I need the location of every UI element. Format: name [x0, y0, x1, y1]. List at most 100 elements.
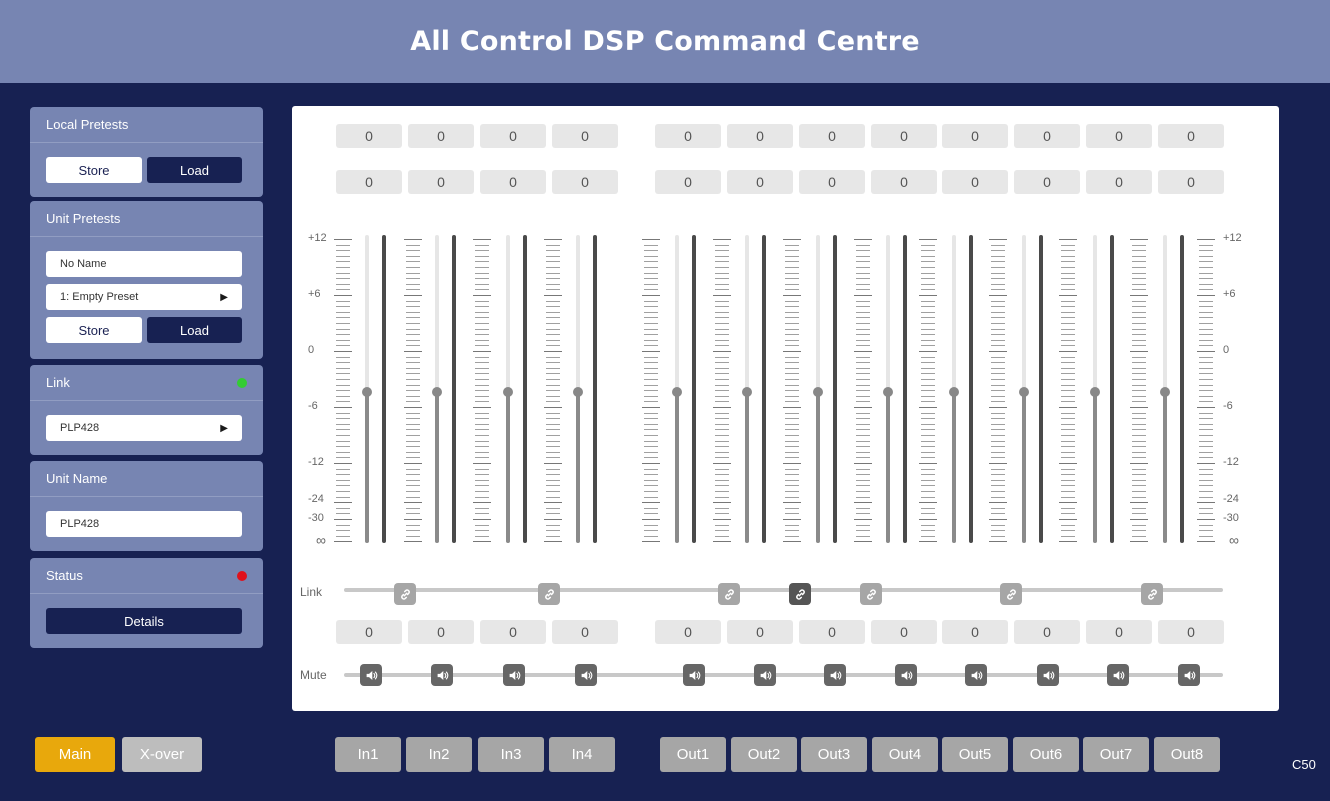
bottom-row-value[interactable]: 0: [1086, 620, 1152, 644]
bottom-row-value[interactable]: 0: [1014, 620, 1080, 644]
scale-tick: [785, 317, 799, 318]
top-row-2-value[interactable]: 0: [1014, 170, 1080, 194]
top-row-1-value[interactable]: 0: [942, 124, 1008, 148]
scale-tick: [991, 273, 1005, 274]
link-button[interactable]: [1141, 583, 1163, 605]
tab-output-4[interactable]: Out4: [872, 737, 938, 772]
tab-output-6[interactable]: Out6: [1013, 737, 1079, 772]
local-store-button[interactable]: Store: [46, 157, 142, 183]
tab-main[interactable]: Main: [35, 737, 115, 772]
mute-button[interactable]: [575, 664, 597, 686]
fader-handle[interactable]: [672, 387, 682, 397]
bottom-row-value[interactable]: 0: [942, 620, 1008, 644]
mute-button[interactable]: [431, 664, 453, 686]
mute-button[interactable]: [360, 664, 382, 686]
bottom-row-value[interactable]: 0: [871, 620, 937, 644]
link-button[interactable]: [1000, 583, 1022, 605]
scale-tick: [1199, 390, 1213, 391]
details-button[interactable]: Details: [46, 608, 242, 634]
top-row-2-value[interactable]: 0: [655, 170, 721, 194]
tab-output-3[interactable]: Out3: [801, 737, 867, 772]
link-button[interactable]: [860, 583, 882, 605]
preset-name-field[interactable]: No Name: [46, 251, 242, 277]
fader-handle[interactable]: [503, 387, 513, 397]
tab-xover[interactable]: X-over: [122, 737, 202, 772]
top-row-2-value[interactable]: 0: [1086, 170, 1152, 194]
bottom-row-value[interactable]: 0: [727, 620, 793, 644]
tab-output-1[interactable]: Out1: [660, 737, 726, 772]
unit-name-field[interactable]: PLP428: [46, 511, 242, 537]
top-row-1-value[interactable]: 0: [1158, 124, 1224, 148]
mute-button[interactable]: [1107, 664, 1129, 686]
bottom-row-value[interactable]: 0: [655, 620, 721, 644]
mute-button[interactable]: [895, 664, 917, 686]
top-row-1-value[interactable]: 0: [799, 124, 865, 148]
fader-handle[interactable]: [1090, 387, 1100, 397]
top-row-1-value[interactable]: 0: [336, 124, 402, 148]
bottom-row-value[interactable]: 0: [408, 620, 474, 644]
scale-tick: [921, 446, 935, 447]
fader-handle[interactable]: [362, 387, 372, 397]
mute-button[interactable]: [754, 664, 776, 686]
top-row-1-value[interactable]: 0: [871, 124, 937, 148]
link-button[interactable]: [718, 583, 740, 605]
tab-output-7[interactable]: Out7: [1083, 737, 1149, 772]
top-row-2-value[interactable]: 0: [799, 170, 865, 194]
link-device-select[interactable]: PLP428 ▶: [46, 415, 242, 441]
tab-input-1[interactable]: In1: [335, 737, 401, 772]
tab-output-8[interactable]: Out8: [1154, 737, 1220, 772]
bottom-row-value[interactable]: 0: [799, 620, 865, 644]
mute-button[interactable]: [503, 664, 525, 686]
bottom-row-value[interactable]: 0: [480, 620, 546, 644]
top-row-1-value[interactable]: 0: [727, 124, 793, 148]
scale-tick: [856, 340, 870, 341]
preset-select[interactable]: 1: Empty Preset ▶: [46, 284, 242, 310]
fader-handle[interactable]: [742, 387, 752, 397]
scale-tick: [991, 278, 1005, 279]
tab-input-2[interactable]: In2: [406, 737, 472, 772]
fader-handle[interactable]: [1160, 387, 1170, 397]
fader-handle[interactable]: [883, 387, 893, 397]
mute-button[interactable]: [1178, 664, 1200, 686]
link-button[interactable]: [538, 583, 560, 605]
fader-handle[interactable]: [573, 387, 583, 397]
fader-handle[interactable]: [949, 387, 959, 397]
unit-store-button[interactable]: Store: [46, 317, 142, 343]
mute-button[interactable]: [1037, 664, 1059, 686]
top-row-1-value[interactable]: 0: [552, 124, 618, 148]
tab-output-5[interactable]: Out5: [942, 737, 1008, 772]
unit-load-button[interactable]: Load: [147, 317, 242, 343]
fader-handle[interactable]: [432, 387, 442, 397]
top-row-1-value[interactable]: 0: [408, 124, 474, 148]
link-button[interactable]: [789, 583, 811, 605]
top-row-1-value[interactable]: 0: [1086, 124, 1152, 148]
top-row-2-value[interactable]: 0: [408, 170, 474, 194]
fader-handle[interactable]: [813, 387, 823, 397]
top-row-1-value[interactable]: 0: [655, 124, 721, 148]
tab-output-2[interactable]: Out2: [731, 737, 797, 772]
fader-handle[interactable]: [1019, 387, 1029, 397]
scale-tick: [785, 289, 799, 290]
mute-button[interactable]: [965, 664, 987, 686]
link-button[interactable]: [394, 583, 416, 605]
top-row-2-value[interactable]: 0: [480, 170, 546, 194]
tab-input-4[interactable]: In4: [549, 737, 615, 772]
top-row-1-value[interactable]: 0: [1014, 124, 1080, 148]
bottom-row-value[interactable]: 0: [1158, 620, 1224, 644]
scale-tick: [921, 435, 935, 436]
top-row-2-value[interactable]: 0: [942, 170, 1008, 194]
tab-input-3[interactable]: In3: [478, 737, 544, 772]
scale-tick: [1199, 317, 1213, 318]
mute-button[interactable]: [683, 664, 705, 686]
top-row-2-value[interactable]: 0: [727, 170, 793, 194]
bottom-row-value[interactable]: 0: [552, 620, 618, 644]
top-row-2-value[interactable]: 0: [871, 170, 937, 194]
top-row-2-value[interactable]: 0: [552, 170, 618, 194]
top-row-2-value[interactable]: 0: [1158, 170, 1224, 194]
top-row-2-value[interactable]: 0: [336, 170, 402, 194]
bottom-row-value[interactable]: 0: [336, 620, 402, 644]
scale-tick: [336, 536, 350, 537]
top-row-1-value[interactable]: 0: [480, 124, 546, 148]
local-load-button[interactable]: Load: [147, 157, 242, 183]
mute-button[interactable]: [824, 664, 846, 686]
